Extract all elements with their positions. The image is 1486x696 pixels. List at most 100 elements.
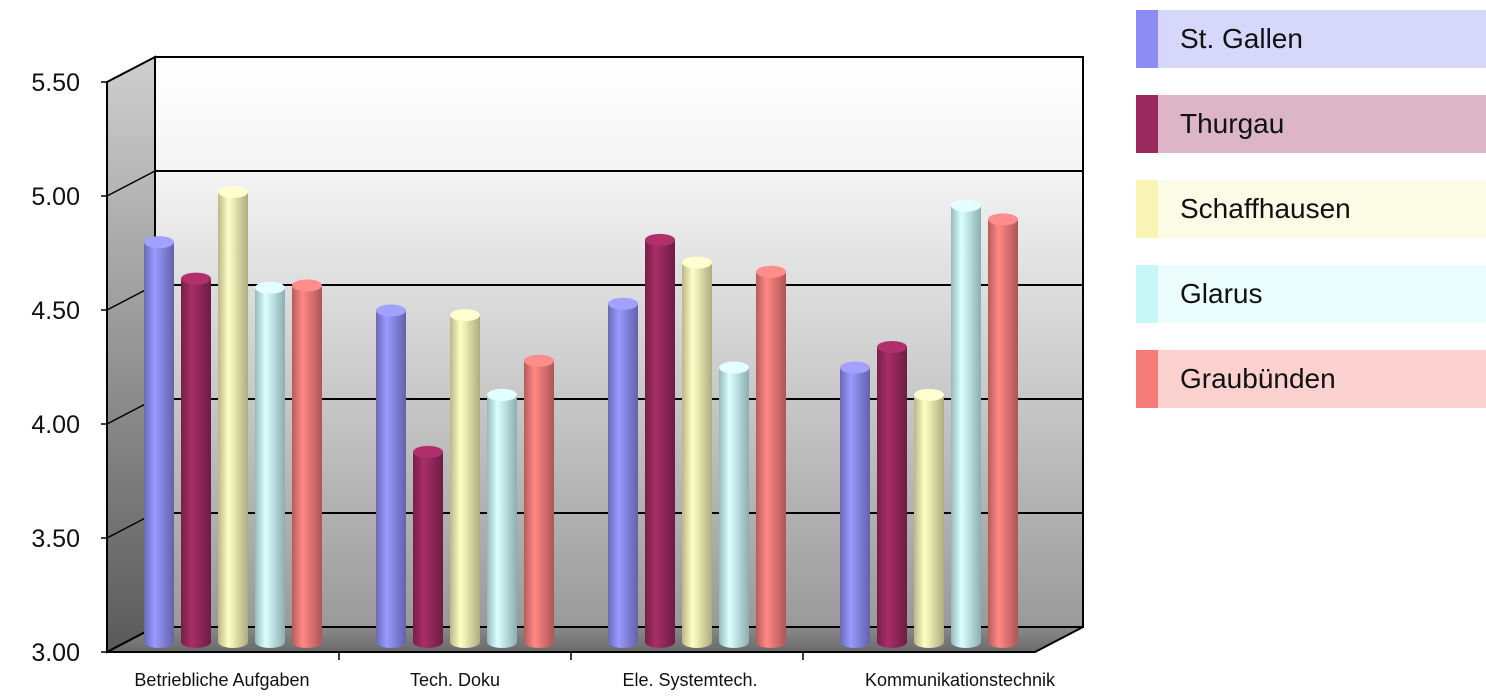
bar-base — [877, 636, 907, 648]
bar — [988, 213, 1018, 648]
bar-top — [524, 354, 554, 367]
bar-base — [181, 636, 211, 648]
legend-swatch — [1136, 180, 1158, 238]
x-tick-label: Kommunikationstechnik — [865, 670, 1056, 690]
y-axis-ticks: 3.00 3.50 4.00 4.50 5.00 5.50 — [31, 69, 107, 667]
bar-base — [719, 636, 749, 648]
bar-base — [914, 636, 944, 648]
bar-base — [487, 636, 517, 648]
bar — [951, 199, 981, 648]
bar-top — [988, 213, 1018, 226]
legend-label: Thurgau — [1180, 108, 1285, 139]
x-tick-label: Ele. Systemtech. — [622, 670, 757, 690]
legend-item: Graubünden — [1136, 350, 1486, 408]
bar-base — [376, 636, 406, 648]
legend: St. Gallen Thurgau Schaffhausen Glarus Graub… — [1136, 10, 1486, 435]
y-tick-label: 3.00 — [31, 639, 80, 667]
bar — [608, 297, 638, 648]
bar-top — [292, 279, 322, 292]
bar-top — [682, 256, 712, 269]
legend-item: Thurgau — [1136, 95, 1486, 153]
bar-top — [144, 236, 174, 249]
legend-swatch — [1136, 350, 1158, 408]
bar-body — [719, 367, 749, 642]
bar-top — [608, 297, 638, 310]
bar — [292, 279, 322, 648]
bar-body — [524, 360, 554, 642]
bar-top — [756, 265, 786, 278]
y-tick-label: 5.50 — [31, 69, 80, 97]
bar-base — [292, 636, 322, 648]
bar-top — [877, 341, 907, 354]
legend-item: St. Gallen — [1136, 10, 1486, 68]
x-axis-ticks: Betriebliche Aufgaben Tech. Doku Ele. Syst… — [134, 652, 1056, 690]
legend-background — [1158, 265, 1486, 323]
bar — [682, 256, 712, 648]
bar-top — [255, 281, 285, 294]
bar-top — [376, 304, 406, 317]
bar-base — [840, 636, 870, 648]
bar-body — [951, 205, 981, 642]
bar-base — [608, 636, 638, 648]
bar-body — [218, 192, 248, 642]
legend-background — [1158, 180, 1486, 238]
bar — [914, 388, 944, 648]
bar-body — [413, 451, 443, 642]
bar-base — [756, 636, 786, 648]
bar-base — [450, 636, 480, 648]
bar — [840, 361, 870, 648]
bar-base — [144, 636, 174, 648]
y-tick-label: 4.00 — [31, 411, 80, 439]
bar — [218, 186, 248, 648]
bar-body — [756, 271, 786, 642]
x-tick-label: Betriebliche Aufgaben — [134, 670, 309, 690]
bar-body — [376, 310, 406, 642]
floor — [106, 626, 1084, 653]
legend-label: Glarus — [1180, 278, 1263, 309]
bar-body — [450, 315, 480, 642]
gridline-side — [106, 170, 156, 197]
bar-body — [682, 262, 712, 642]
bar-body — [914, 394, 944, 642]
bar — [144, 236, 174, 648]
bar-body — [181, 278, 211, 642]
legend-background — [1158, 350, 1486, 408]
legend-label: Graubünden — [1180, 363, 1336, 394]
bar-base — [413, 636, 443, 648]
bar-top — [645, 233, 675, 246]
bar-top — [181, 272, 211, 285]
bar — [376, 304, 406, 648]
bar-body — [255, 287, 285, 642]
bar-base — [988, 636, 1018, 648]
bar-body — [877, 347, 907, 642]
bar — [524, 354, 554, 648]
bar-body — [608, 303, 638, 642]
bar-body — [487, 394, 517, 642]
bar-top — [413, 445, 443, 458]
bar-base — [645, 636, 675, 648]
legend-background — [1158, 95, 1486, 153]
legend-swatch — [1136, 95, 1158, 153]
bar-base — [682, 636, 712, 648]
bar-body — [840, 367, 870, 642]
bar-top — [487, 388, 517, 401]
bar-top — [719, 361, 749, 374]
bar-top — [218, 186, 248, 198]
bars-group — [144, 186, 1018, 648]
bar-body — [144, 242, 174, 642]
bar — [255, 281, 285, 648]
legend-item: Glarus — [1136, 265, 1486, 323]
legend-background — [1158, 10, 1486, 68]
bar — [487, 388, 517, 648]
legend-label: St. Gallen — [1180, 23, 1303, 54]
bar — [756, 265, 786, 648]
y-tick-label: 4.50 — [31, 297, 80, 325]
bar-top — [914, 388, 944, 401]
y-tick-label: 3.50 — [31, 525, 80, 553]
x-tick-label: Tech. Doku — [410, 670, 500, 690]
bar — [181, 272, 211, 648]
bar — [719, 361, 749, 648]
bar — [877, 341, 907, 648]
legend-swatch — [1136, 265, 1158, 323]
